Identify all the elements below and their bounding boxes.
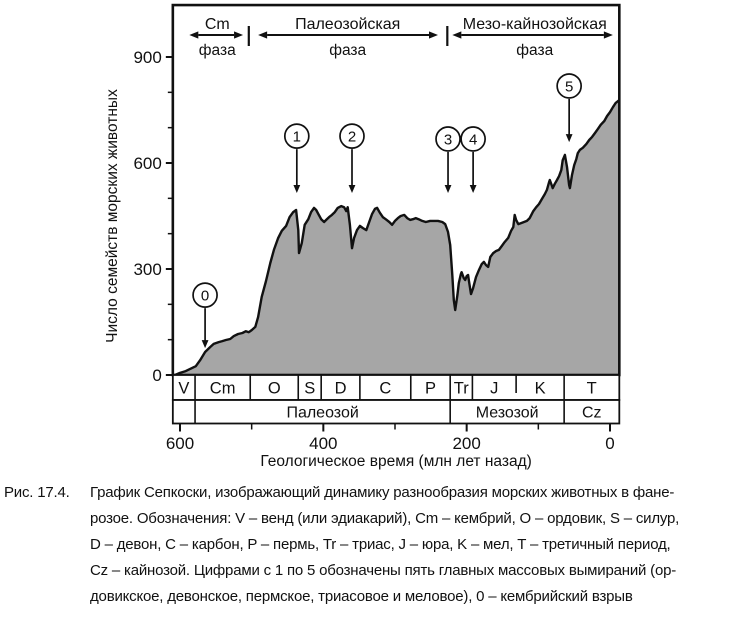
extinction-marker-arrowhead — [293, 185, 301, 194]
caption-line: довикское, девонское, пермское, триасово… — [90, 588, 633, 605]
x-axis-tick-label: 400 — [309, 434, 337, 453]
period-label: T — [587, 380, 597, 398]
chart-area: 0 300 600 900 V Cm O S D C P Tr J K T Палеозой Мезозой Cz… — [104, 3, 621, 470]
extinction-marker-arrowhead — [469, 185, 477, 194]
era-label: Cz — [582, 405, 602, 422]
extinction-marker-number: 4 — [469, 131, 477, 148]
extinction-marker-number: 3 — [444, 131, 452, 148]
extinction-marker-arrowhead — [201, 340, 209, 349]
period-label: P — [425, 380, 436, 398]
curve-area — [175, 100, 620, 375]
extinction-marker-arrowhead — [444, 185, 452, 194]
x-axis-tick-label: 200 — [452, 434, 480, 453]
phase-arrowhead-left — [189, 31, 199, 39]
phase-name-label: Мезо-кайнозойская — [463, 16, 607, 33]
caption-line: D – девон, C – карбон, P – пермь, Tr – т… — [90, 536, 671, 553]
extinction-marker-circle — [192, 282, 218, 308]
extinction-marker-circle — [339, 123, 365, 149]
extinction-marker-number: 5 — [565, 78, 573, 95]
period-label: C — [379, 380, 391, 398]
extinction-marker-arrowhead — [348, 185, 356, 194]
phase-arrowhead-left — [452, 31, 462, 39]
extinction-marker-number: 2 — [348, 129, 356, 146]
curve-line — [174, 99, 621, 377]
x-axis-tick-label: 0 — [605, 434, 614, 453]
era-label: Мезозой — [476, 405, 539, 422]
period-label: K — [535, 380, 546, 398]
phase-name-label: Палеозойская — [295, 16, 400, 33]
extinction-marker-circle — [556, 73, 583, 99]
extinction-marker-arrowhead — [565, 134, 573, 143]
phase-sub-label: фаза — [516, 42, 553, 59]
phase-sub-label: фаза — [329, 42, 366, 59]
y-axis-tick-label: 0 — [152, 366, 161, 385]
caption-line: График Сепкоски, изображающий динамику р… — [90, 484, 675, 501]
y-axis-title: Число семейств морских животных — [104, 89, 121, 343]
extinction-marker-number: 0 — [201, 288, 209, 305]
x-axis-title: Геологическое время (млн лет назад) — [260, 453, 531, 470]
caption-line: Cz – кайнозой. Цифрами с 1 по 5 обозначе… — [90, 562, 677, 579]
period-row — [171, 374, 621, 401]
period-label: Tr — [454, 380, 469, 398]
y-axis-tick-label: 600 — [133, 154, 161, 173]
phase-arrowhead-left — [258, 31, 268, 39]
period-label: D — [335, 380, 347, 398]
extinction-marker-circle — [435, 126, 461, 152]
period-label: J — [490, 380, 498, 398]
era-label: Палеозой — [286, 405, 358, 422]
extinction-marker-circle — [283, 123, 310, 149]
figure-number: Рис. 17.4. — [4, 484, 70, 501]
y-axis-tick-label: 300 — [133, 260, 161, 279]
phase-arrowhead-right — [234, 31, 244, 39]
figure-caption: Рис. 17.4. График Сепкоски, изображающий… — [0, 480, 740, 610]
caption-text: График Сепкоски, изображающий динамику р… — [90, 480, 740, 610]
extinction-marker-number: 1 — [293, 129, 301, 146]
caption-line: розое. Обозначения: V – венд (или эдиака… — [90, 510, 680, 527]
phase-arrowhead-right — [603, 31, 613, 39]
y-axis-tick-label: 900 — [133, 48, 161, 67]
period-label: O — [268, 380, 281, 398]
phase-arrowhead-right — [429, 31, 438, 39]
phase-name-label: Cm — [205, 16, 230, 33]
period-label: V — [178, 380, 189, 398]
period-label: S — [304, 380, 315, 398]
period-label: Cm — [210, 380, 236, 398]
era-row — [171, 399, 621, 425]
phase-sub-label: фаза — [199, 42, 236, 59]
extinction-marker-circle — [460, 126, 486, 152]
x-axis-tick-label: 600 — [166, 434, 194, 453]
